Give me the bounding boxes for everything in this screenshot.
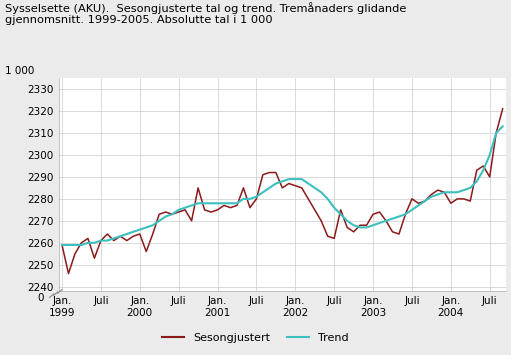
Trend xyxy=(208,201,214,206)
Sesongjustert xyxy=(98,239,104,243)
Sesongjustert xyxy=(59,243,65,247)
Sesongjustert xyxy=(65,272,72,276)
Line: Sesongjustert: Sesongjustert xyxy=(62,109,503,274)
Sesongjustert xyxy=(500,107,506,111)
Trend xyxy=(59,243,65,247)
Sesongjustert xyxy=(208,210,214,214)
Trend xyxy=(500,124,506,129)
Trend xyxy=(91,241,98,245)
Legend: Sesongjustert, Trend: Sesongjustert, Trend xyxy=(158,329,353,348)
Trend xyxy=(143,225,149,230)
Sesongjustert xyxy=(318,219,324,223)
Text: Sysselsette (AKU).  Sesongjusterte tal og trend. Tremånaders glidande
gjennomsni: Sysselsette (AKU). Sesongjusterte tal og… xyxy=(5,2,406,25)
Trend xyxy=(312,186,318,190)
Line: Trend: Trend xyxy=(62,126,503,245)
Sesongjustert xyxy=(493,131,499,135)
Sesongjustert xyxy=(150,232,156,236)
Text: 1 000: 1 000 xyxy=(5,66,34,76)
Text: 0: 0 xyxy=(37,293,43,303)
Trend xyxy=(117,234,123,238)
Sesongjustert xyxy=(215,208,221,212)
Trend xyxy=(201,201,207,206)
